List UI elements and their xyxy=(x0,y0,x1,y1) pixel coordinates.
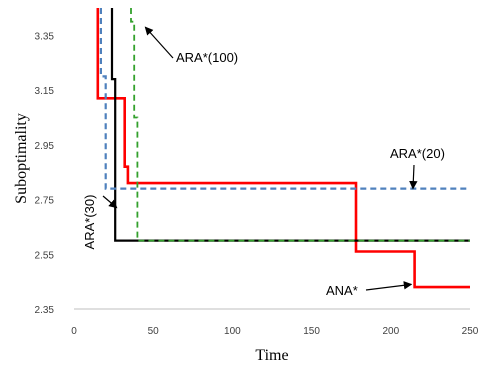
x-tick-label: 50 xyxy=(148,326,160,337)
annotations-group: ARA*(100) ARA*(20) ARA*(30) ANA* xyxy=(82,26,445,298)
series-group xyxy=(96,8,470,289)
annotation-label: ARA*(20) xyxy=(390,146,445,161)
x-tick-label: 250 xyxy=(462,326,479,337)
x-axis-title: Time xyxy=(255,347,288,364)
annotation-arrow xyxy=(144,26,174,59)
y-tick-label: 2.95 xyxy=(35,141,55,152)
y-tick-label: 3.15 xyxy=(35,86,55,97)
x-tick-label: 150 xyxy=(303,326,320,337)
annotation-arrow xyxy=(102,195,118,209)
series-line-ara-30 xyxy=(110,8,470,242)
y-tick-label: 2.35 xyxy=(35,305,55,316)
series-line-ara-20 xyxy=(99,8,470,190)
x-tick-labels: 0 50 100 150 200 250 xyxy=(71,326,479,337)
x-tick-label: 100 xyxy=(224,326,241,337)
y-tick-label: 2.75 xyxy=(35,196,55,207)
y-tick-labels: 2.35 2.55 2.75 2.95 3.15 3.35 xyxy=(35,31,55,316)
x-tick-label: 200 xyxy=(382,326,399,337)
series-line-ara-100 xyxy=(130,8,470,242)
y-tick-label: 3.35 xyxy=(35,31,55,42)
x-tick-label: 0 xyxy=(71,326,77,337)
annotation-arrow xyxy=(365,281,413,291)
annotation-label: ANA* xyxy=(326,283,358,298)
annotation-arrow xyxy=(409,164,418,190)
annotation-label: ARA*(100) xyxy=(176,50,238,65)
annotation-label: ARA*(30) xyxy=(82,195,97,250)
y-tick-label: 2.55 xyxy=(35,250,55,261)
y-axis-title: Suboptimality xyxy=(13,113,30,204)
